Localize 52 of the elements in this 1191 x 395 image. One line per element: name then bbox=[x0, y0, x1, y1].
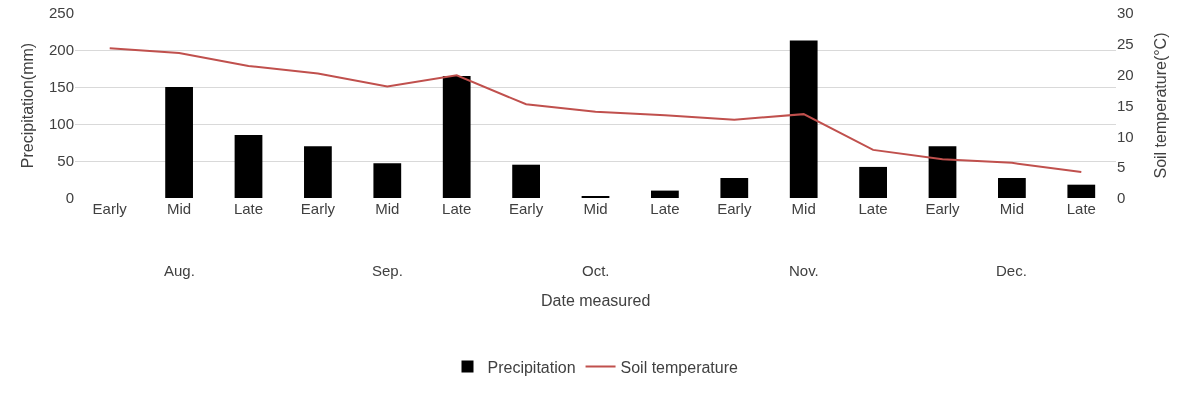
y2-tick-label: 0 bbox=[1117, 189, 1126, 207]
bar bbox=[720, 178, 749, 198]
legend-label: Precipitation bbox=[487, 358, 576, 376]
bar bbox=[234, 135, 263, 198]
x-tick-label: Late bbox=[858, 200, 888, 217]
x-tick-label: Early bbox=[300, 200, 336, 217]
x-axis-title: Date measured bbox=[541, 292, 651, 309]
bar bbox=[651, 190, 679, 198]
y-tick-label: 200 bbox=[48, 41, 74, 59]
x-tick-label: Late bbox=[233, 200, 264, 217]
y2-axis-title: Soil temperature(°C) bbox=[1152, 32, 1169, 179]
x-tick-label: Early bbox=[925, 200, 961, 217]
x-tick-label: Early bbox=[92, 200, 128, 217]
x-tick-label: Mid bbox=[791, 200, 816, 217]
line-series bbox=[108, 47, 1083, 174]
y2-tick-label: 30 bbox=[1117, 4, 1134, 22]
text: Aug. bbox=[164, 262, 195, 279]
bar bbox=[928, 146, 957, 198]
x-tick-label: Late bbox=[650, 200, 680, 217]
x-tick-label: Late bbox=[442, 200, 472, 217]
x-tick-label: Mid bbox=[999, 200, 1024, 217]
x-tick-label: Mid bbox=[167, 200, 192, 217]
bar bbox=[373, 163, 402, 198]
bar bbox=[442, 75, 471, 198]
x-tick-label: Mid bbox=[583, 200, 608, 217]
bar bbox=[1067, 184, 1096, 198]
y-tick-label: 0 bbox=[65, 189, 74, 207]
x-tick-label: Early bbox=[509, 200, 544, 217]
y2-tick-label: 25 bbox=[1117, 35, 1134, 53]
bar bbox=[512, 164, 540, 198]
bar bbox=[165, 87, 193, 198]
bar bbox=[304, 146, 332, 198]
x-tick-label: Mid bbox=[375, 200, 400, 217]
y-tick-label: 100 bbox=[48, 115, 74, 133]
y-tick-label: 50 bbox=[57, 152, 74, 170]
x-tick-label: Early bbox=[717, 200, 752, 217]
text: Nov. bbox=[789, 262, 819, 279]
y2-tick-label: 15 bbox=[1117, 96, 1134, 114]
y2-tick-label: 5 bbox=[1117, 158, 1126, 176]
legend-label: Soil temperature bbox=[620, 358, 739, 376]
y2-tick-label: 20 bbox=[1117, 65, 1134, 83]
bar bbox=[789, 40, 818, 198]
y2-tick-label: 10 bbox=[1117, 127, 1134, 145]
text: Dec. bbox=[996, 262, 1027, 279]
x-tick-label: Late bbox=[1066, 200, 1096, 217]
text: Oct. bbox=[582, 262, 610, 279]
y-axis-title: Precipitation(mm) bbox=[19, 42, 36, 169]
y-tick-label: 150 bbox=[48, 78, 74, 96]
text: Sep. bbox=[372, 262, 403, 279]
bar bbox=[998, 178, 1026, 198]
bar bbox=[859, 166, 887, 198]
y-tick-label: 250 bbox=[48, 4, 74, 22]
